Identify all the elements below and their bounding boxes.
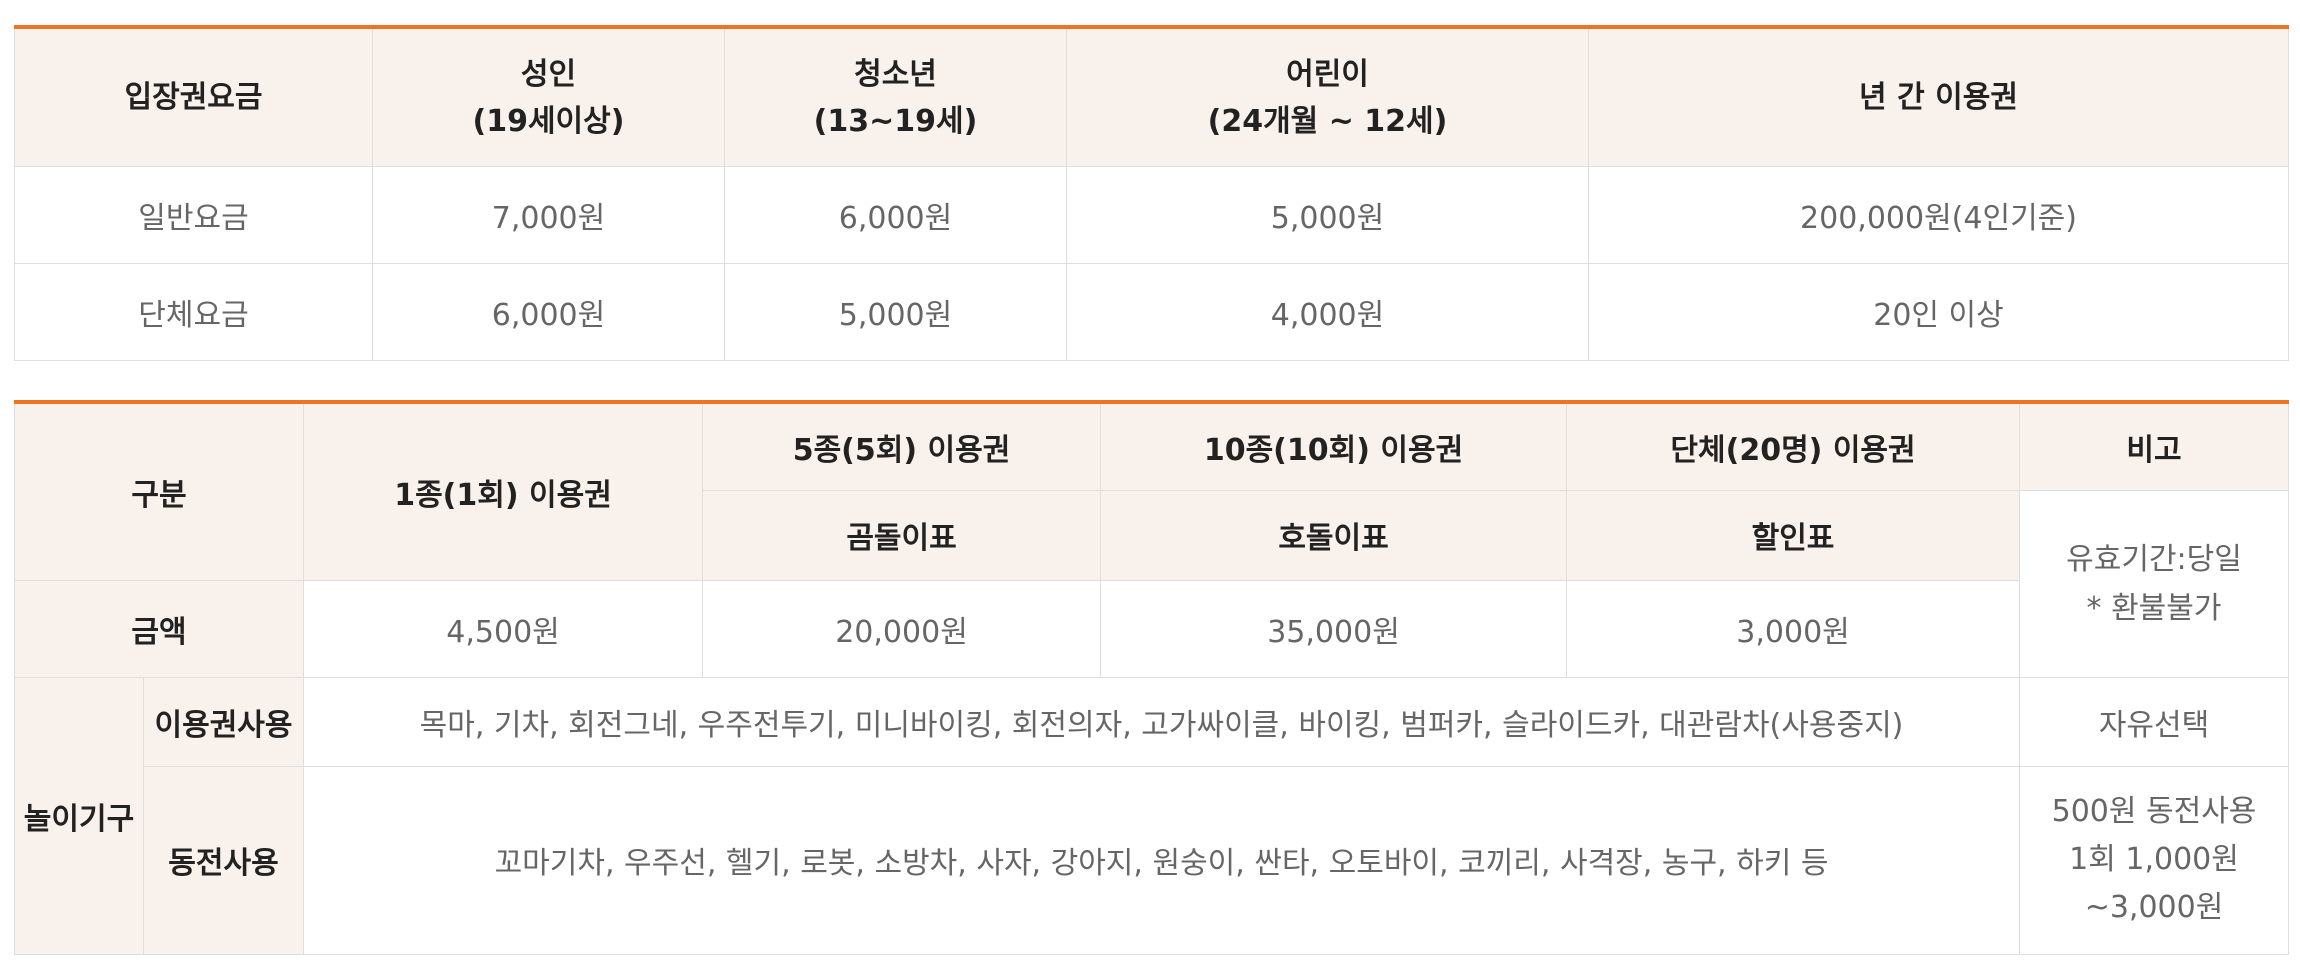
group-annual-note: 20인 이상 bbox=[1588, 263, 2289, 361]
child-header-age: (24개월 ~ 12세) bbox=[1207, 103, 1448, 139]
five-ticket-name: 곰돌이표 bbox=[702, 489, 1102, 581]
five-ticket-header: 5종(5회) 이용권 bbox=[702, 401, 1102, 491]
general-adult-price: 7,000원 bbox=[372, 166, 725, 264]
group-fee-label: 단체요금 bbox=[14, 263, 373, 361]
admission-fee-table: 입장권요금 성인 (19세이상) 청소년 (13~19세) 어린이 (24개월 … bbox=[14, 25, 2289, 361]
youth-header-title: 청소년 bbox=[854, 56, 937, 92]
ticket-use-row: 놀이기구 이용권사용 목마, 기차, 회전그네, 우주전투기, 미니바이킹, 회… bbox=[14, 676, 2290, 955]
admission-label-header: 입장권요금 bbox=[14, 26, 373, 167]
coin-type-text: 500원 동전사용 bbox=[2051, 794, 2257, 829]
group-adult-price: 6,000원 bbox=[372, 263, 725, 361]
price-label: 금액 bbox=[13, 579, 305, 678]
youth-header-age: (13~19세) bbox=[813, 103, 978, 139]
ten-ticket-header: 10종(10회) 이용권 bbox=[1100, 401, 1568, 491]
ten-ticket-price: 35,000원 bbox=[1100, 579, 1568, 678]
ride-subheader-row: 곰돌이표 호돌이표 할인표 유효기간:당일 * 환불불가 bbox=[15, 489, 2290, 678]
child-header-title: 어린이 bbox=[1286, 56, 1369, 92]
group-ticket-name: 할인표 bbox=[1566, 489, 2021, 581]
single-ticket-price: 4,500원 bbox=[303, 579, 704, 678]
ticket-use-label: 이용권사용 bbox=[142, 676, 305, 767]
five-ticket-price: 20,000원 bbox=[702, 579, 1102, 678]
category-header: 구분 bbox=[13, 401, 305, 581]
single-ticket-header: 1종(1회) 이용권 bbox=[303, 401, 704, 581]
child-header: 어린이 (24개월 ~ 12세) bbox=[1066, 26, 1589, 167]
youth-header: 청소년 (13~19세) bbox=[724, 26, 1067, 167]
price-row: 금액 4,500원 20,000원 35,000원 3,000원 bbox=[13, 579, 2289, 678]
general-child-price: 5,000원 bbox=[1066, 166, 1589, 264]
general-annual-price: 200,000원(4인기준) bbox=[1588, 166, 2289, 264]
group-youth-price: 5,000원 bbox=[724, 263, 1067, 361]
coin-price-max-text: ~3,000원 bbox=[2084, 890, 2224, 925]
no-refund-text: * 환불불가 bbox=[2086, 590, 2222, 626]
annual-pass-header: 년 간 이용권 bbox=[1588, 26, 2289, 167]
group-child-price: 4,000원 bbox=[1066, 263, 1589, 361]
coin-ride-list: 꼬마기차, 우주선, 헬기, 로봇, 소방차, 사자, 강아지, 원숭이, 싼타… bbox=[303, 765, 2021, 955]
ride-ticket-table: 구분 1종(1회) 이용권 5종(5회) 이용권 10종(10회) 이용권 단체… bbox=[13, 400, 2290, 955]
coin-use-label: 동전사용 bbox=[142, 765, 305, 955]
table-row: 단체요금 6,000원 5,000원 4,000원 20인 이상 bbox=[14, 263, 2289, 361]
remarks-header: 비고 bbox=[2019, 401, 2290, 491]
table-row: 일반요금 7,000원 6,000원 5,000원 200,000원(4인기준) bbox=[14, 166, 2289, 264]
general-youth-price: 6,000원 bbox=[724, 166, 1067, 264]
ticket-use-remark: 자유선택 bbox=[2019, 676, 2290, 767]
adult-header-age: (19세이상) bbox=[472, 103, 625, 139]
general-fee-label: 일반요금 bbox=[14, 166, 373, 264]
ride-header-row: 구분 1종(1회) 이용권 5종(5회) 이용권 10종(10회) 이용권 단체… bbox=[13, 401, 2290, 581]
group-ticket-header: 단체(20명) 이용권 bbox=[1566, 401, 2021, 491]
group-ticket-price: 3,000원 bbox=[1566, 579, 2021, 678]
validity-remark: 유효기간:당일 * 환불불가 bbox=[2019, 489, 2290, 678]
ten-ticket-name: 호돌이표 bbox=[1100, 489, 1568, 581]
coin-price-text: 1회 1,000원 bbox=[2069, 842, 2239, 877]
admission-header-row: 입장권요금 성인 (19세이상) 청소년 (13~19세) 어린이 (24개월 … bbox=[14, 26, 2289, 167]
coin-use-row: 동전사용 꼬마기차, 우주선, 헬기, 로봇, 소방차, 사자, 강아지, 원숭… bbox=[15, 765, 2290, 955]
adult-header: 성인 (19세이상) bbox=[372, 26, 725, 167]
adult-header-title: 성인 bbox=[520, 56, 577, 92]
validity-text: 유효기간:당일 bbox=[2066, 541, 2242, 577]
ticket-ride-list: 목마, 기차, 회전그네, 우주전투기, 미니바이킹, 회전의자, 고가싸이클,… bbox=[303, 676, 2021, 767]
coin-use-remark: 500원 동전사용 1회 1,000원 ~3,000원 bbox=[2019, 765, 2290, 955]
rides-label: 놀이기구 bbox=[14, 676, 144, 955]
